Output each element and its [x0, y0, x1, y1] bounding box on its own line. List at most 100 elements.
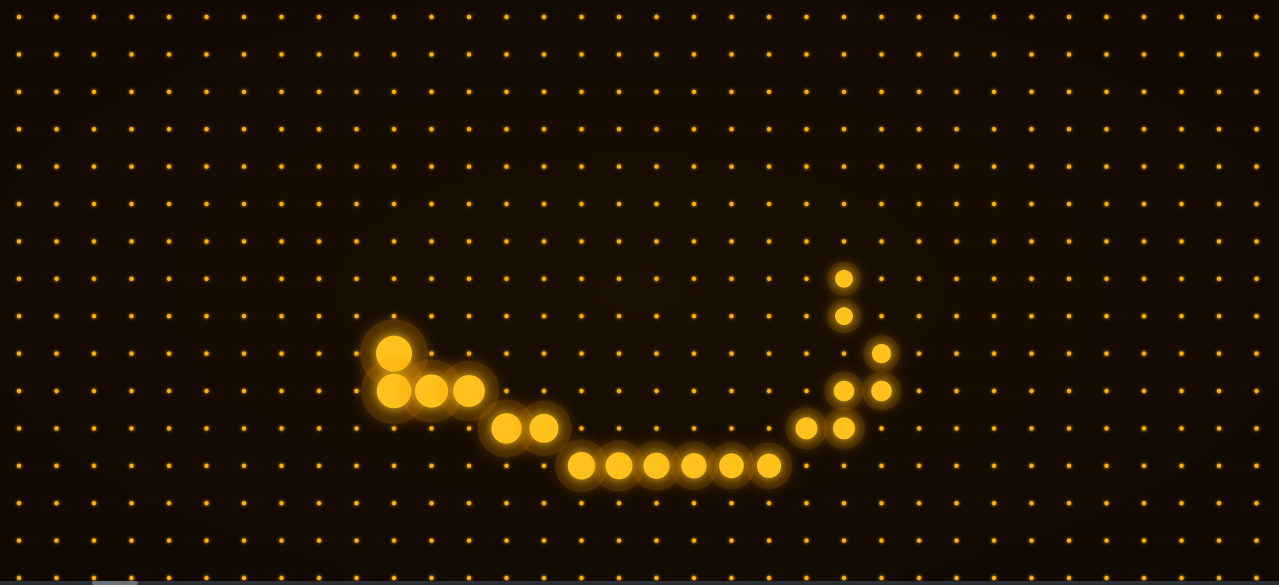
grid-dot: [504, 351, 509, 356]
grid-dot: [354, 52, 359, 57]
horizontal-scrollbar[interactable]: [0, 581, 1279, 585]
grid-dot: [279, 201, 284, 207]
grid-dot: [1104, 351, 1109, 356]
grid-dot: [166, 538, 172, 543]
grid-dot: [354, 575, 359, 581]
grid-dot: [91, 239, 97, 244]
grid-dot: [54, 426, 59, 431]
grid-dot: [1254, 538, 1259, 543]
grid-dot: [804, 89, 809, 95]
grid-dot: [616, 426, 622, 431]
scrollbar-thumb[interactable]: [92, 581, 138, 585]
grid-dot: [466, 89, 472, 95]
grid-dot: [241, 388, 247, 394]
grid-dot: [991, 276, 997, 281]
grid-dot: [654, 314, 659, 319]
grid-dot: [429, 201, 434, 207]
grid-dot: [654, 14, 659, 20]
grid-dot: [916, 388, 922, 394]
grid-dot: [1029, 314, 1034, 319]
grid-dot: [354, 463, 359, 468]
grid-dot: [841, 239, 847, 244]
grid-dot: [691, 575, 697, 581]
grid-dot: [916, 14, 922, 20]
grid-dot: [316, 351, 322, 356]
grid-dot: [916, 89, 922, 95]
grid-dot: [991, 463, 997, 468]
grid-dot: [316, 239, 322, 244]
grid-dot: [1141, 388, 1147, 394]
grid-dot: [91, 351, 97, 356]
grid-dot: [466, 426, 472, 431]
lit-dot: [835, 307, 853, 326]
grid-dot: [429, 501, 434, 506]
grid-dot: [804, 388, 809, 394]
grid-dot: [316, 89, 322, 95]
grid-dot: [1141, 463, 1147, 468]
grid-dot: [616, 501, 622, 506]
grid-dot: [16, 501, 22, 506]
grid-dot: [1104, 14, 1109, 20]
grid-dot: [204, 52, 209, 57]
grid-dot: [16, 89, 22, 95]
grid-dot: [991, 89, 997, 95]
grid-dot: [241, 52, 247, 57]
grid-dot: [166, 426, 172, 431]
grid-dot: [1254, 463, 1259, 468]
grid-dot: [204, 164, 209, 169]
grid-dot: [579, 52, 584, 57]
grid-dot: [316, 314, 322, 319]
grid-dot: [1066, 127, 1072, 132]
grid-dot: [91, 14, 97, 20]
grid-dot: [991, 14, 997, 20]
grid-dot: [916, 351, 922, 356]
grid-dot: [354, 276, 359, 281]
grid-dot: [804, 501, 809, 506]
grid-dot: [1254, 388, 1259, 394]
grid-dot: [54, 239, 59, 244]
grid-dot: [804, 164, 809, 169]
grid-dot: [316, 52, 322, 57]
grid-dot: [316, 14, 322, 20]
grid-dot: [1066, 201, 1072, 207]
grid-dot: [729, 276, 734, 281]
grid-dot: [166, 127, 172, 132]
grid-dot: [954, 14, 959, 20]
grid-dot: [429, 276, 434, 281]
grid-dot: [91, 538, 97, 543]
grid-dot: [654, 276, 659, 281]
lit-dot: [833, 380, 855, 402]
grid-dot: [279, 426, 284, 431]
grid-dot: [1141, 538, 1147, 543]
grid-dot: [354, 351, 359, 356]
grid-dot: [1066, 314, 1072, 319]
grid-dot: [129, 314, 134, 319]
grid-dot: [54, 14, 59, 20]
grid-dot: [466, 127, 472, 132]
grid-dot: [279, 463, 284, 468]
grid-dot: [804, 575, 809, 581]
grid-dot: [691, 127, 697, 132]
grid-dot: [241, 538, 247, 543]
grid-dot: [1029, 201, 1034, 207]
grid-dot: [1029, 127, 1034, 132]
grid-dot: [654, 501, 659, 506]
grid-dot: [16, 276, 22, 281]
grid-dot: [1029, 463, 1034, 468]
grid-dot: [1141, 501, 1147, 506]
grid-dot: [879, 276, 884, 281]
grid-dot: [729, 575, 734, 581]
base-dots: [16, 14, 1259, 581]
grid-dot: [91, 426, 97, 431]
grid-dot: [879, 314, 884, 319]
grid-dot: [166, 164, 172, 169]
grid-dot: [204, 388, 209, 394]
grid-dot: [241, 127, 247, 132]
grid-dot: [616, 388, 622, 394]
grid-dot: [129, 575, 134, 581]
grid-dot: [804, 127, 809, 132]
grid-dot: [354, 538, 359, 543]
grid-dot: [391, 164, 397, 169]
